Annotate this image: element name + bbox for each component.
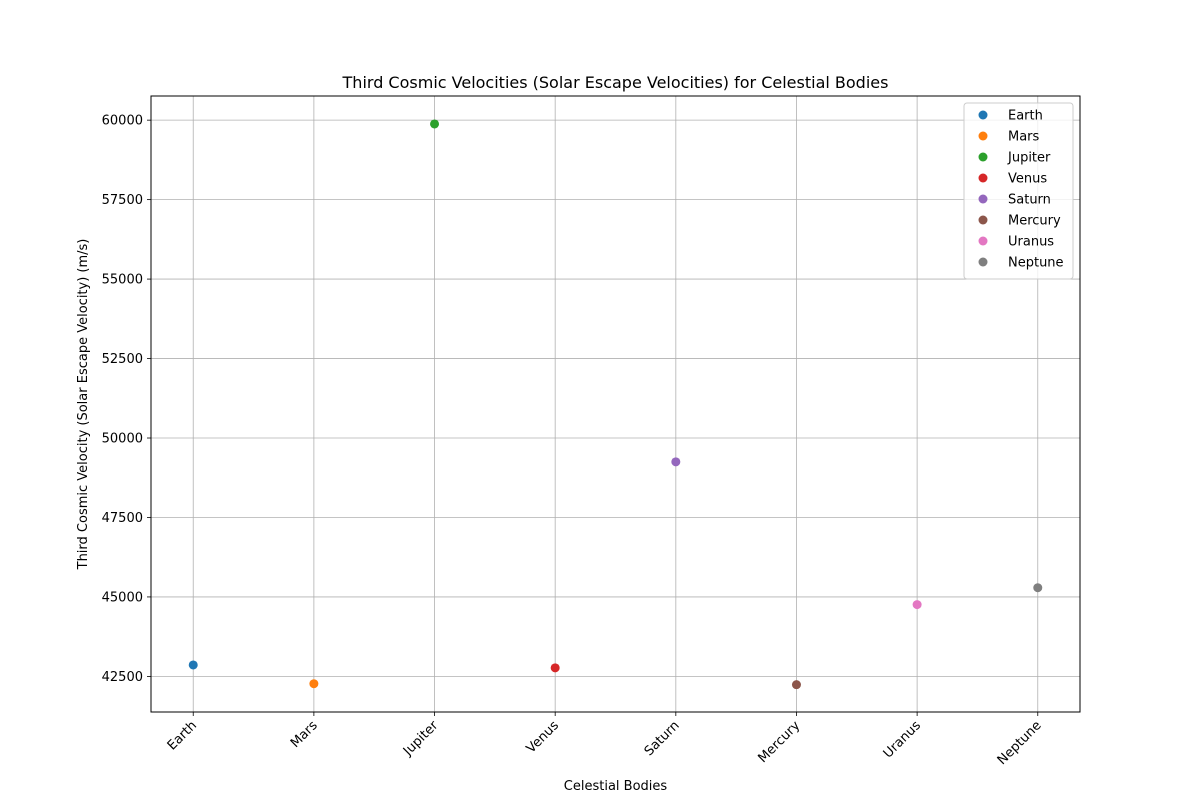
y-tick-label: 42500 — [102, 670, 143, 685]
legend-marker-mars — [978, 131, 988, 141]
legend-label-venus: Venus — [1008, 172, 1047, 187]
x-axis-title: Celestial Bodies — [564, 779, 668, 794]
data-point-mercury — [791, 680, 801, 690]
y-tick-label: 57500 — [102, 193, 143, 208]
y-axis-ticks: 42500 45000 47500 50000 52500 55000 57500 60000 — [102, 114, 151, 685]
legend-label-jupiter: Jupiter — [1007, 151, 1051, 166]
legend-marker-earth — [978, 110, 988, 120]
y-axis-title: Third Cosmic Velocity (Solar Escape Velo… — [76, 239, 91, 571]
legend-marker-mercury — [978, 215, 988, 225]
legend-label-earth: Earth — [1008, 109, 1043, 124]
legend-marker-uranus — [978, 236, 988, 246]
y-tick-label: 52500 — [102, 352, 143, 367]
legend-marker-jupiter — [978, 152, 988, 162]
legend-label-uranus: Uranus — [1008, 235, 1054, 250]
data-point-earth — [188, 660, 198, 670]
y-tick-label: 55000 — [102, 273, 143, 288]
y-tick-label: 47500 — [102, 511, 143, 526]
data-point-mars — [309, 679, 319, 689]
legend-items: Earth Mars Jupiter Venus Saturn Mercury Uranus… — [978, 109, 1064, 271]
y-tick-label: 60000 — [102, 114, 143, 129]
data-point-neptune — [1033, 583, 1043, 593]
y-tick-label: 45000 — [102, 590, 143, 605]
legend-label-saturn: Saturn — [1008, 193, 1051, 208]
legend-label-mercury: Mercury — [1008, 214, 1061, 229]
legend-marker-venus — [978, 173, 988, 183]
legend-label-mars: Mars — [1008, 130, 1040, 145]
legend-label-neptune: Neptune — [1008, 256, 1064, 271]
data-point-saturn — [671, 457, 681, 467]
points-layer — [188, 119, 1043, 690]
legend-marker-neptune — [978, 257, 988, 267]
data-point-venus — [550, 663, 560, 673]
chart-title: Third Cosmic Velocities (Solar Escape Ve… — [342, 73, 889, 92]
grid-layer — [151, 96, 1080, 712]
legend-marker-saturn — [978, 194, 988, 204]
legend-box — [963, 102, 1074, 280]
data-point-uranus — [912, 600, 922, 610]
legend: Earth Mars Jupiter Venus Saturn Mercury Uranus… — [963, 102, 1074, 280]
data-point-jupiter — [430, 119, 440, 129]
plot-frame — [150, 95, 1081, 713]
y-tick-label: 50000 — [102, 432, 143, 447]
